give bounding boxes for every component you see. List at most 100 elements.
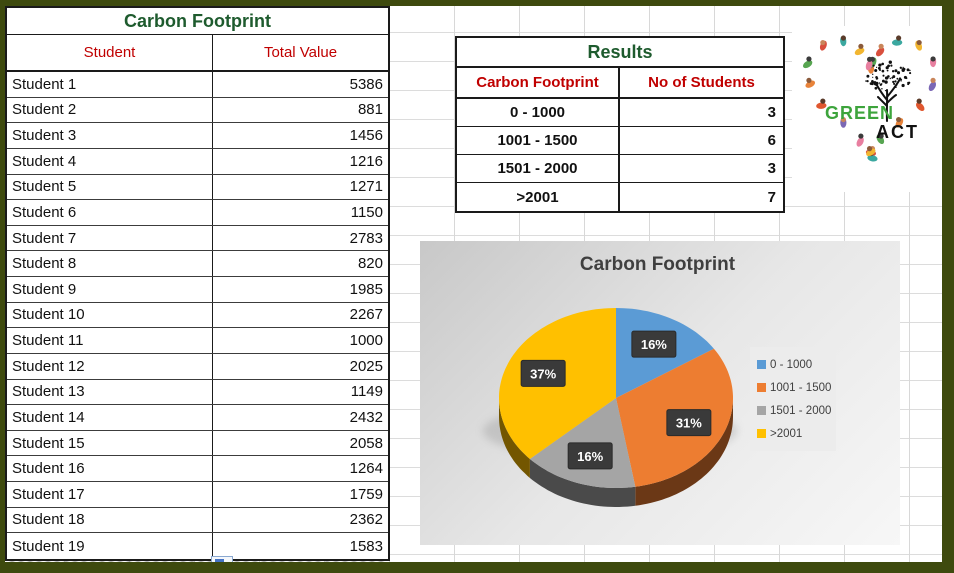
cell-label[interactable]: Student 17 [7,482,213,507]
table-row[interactable]: Student 1 5386 [7,72,388,98]
cell-label[interactable]: Student 11 [7,328,213,353]
cell-value[interactable]: 1000 [349,332,383,350]
cell-label[interactable]: Student 7 [7,225,213,251]
cell-label[interactable]: Student 2 [7,97,213,123]
cell-value[interactable]: 3 [767,160,776,177]
cell-label[interactable]: Student 10 [7,302,213,328]
legend-label: >2001 [770,427,803,440]
student-table-body: Student 1 5386 Student 2 881 Student 3 1456 St… [7,72,388,559]
cell-value[interactable]: 2058 [349,434,383,452]
pie-data-label: 31% [666,409,712,437]
table-row[interactable]: 1501 - 2000 3 [457,155,783,183]
table-row[interactable]: Student 13 1149 [7,379,388,406]
cell-label[interactable]: Student 9 [7,277,213,302]
table-row[interactable]: Student 6 1150 [7,200,388,226]
cell-label[interactable]: 0 - 1000 [457,99,620,126]
cell-label[interactable]: Student 18 [7,507,213,533]
cell-value[interactable]: 1271 [349,178,383,196]
table-row[interactable]: Student 3 1456 [7,123,388,149]
cell-label[interactable]: Student 15 [7,430,213,456]
cell-label[interactable]: Student 5 [7,174,213,200]
header-cell-student[interactable]: Student [7,35,213,70]
cell-value[interactable]: 1216 [349,152,383,170]
clipped-row-artifact [10,559,386,563]
cell-label[interactable]: Student 16 [7,456,213,481]
cell-value[interactable]: 6 [767,132,776,149]
cell-value[interactable]: 820 [357,255,383,273]
table-row[interactable]: >2001 7 [457,183,783,211]
table-row[interactable]: Student 18 2362 [7,507,388,534]
table-row[interactable]: Student 4 1216 [7,148,388,175]
cell-label[interactable]: Student 19 [7,533,213,559]
chart-legend[interactable]: 0 - 1000 1001 - 1500 1501 - 2000 >2001 [750,347,836,451]
legend-item[interactable]: 0 - 1000 [757,353,831,376]
page-border-bottom [0,562,954,573]
results-table-title: Results [457,38,783,68]
legend-item[interactable]: >2001 [757,422,831,445]
cell-label[interactable]: 1001 - 1500 [457,127,620,154]
cell-value[interactable]: 2025 [349,357,383,375]
cell-label[interactable]: Student 4 [7,148,213,174]
results-table-header: Carbon Footprint No of Students [457,68,783,99]
cell-value[interactable]: 2267 [349,306,383,324]
cell-label[interactable]: Student 1 [7,72,213,97]
logo-text-green: GREEN [825,103,894,123]
cell-value[interactable]: 2362 [349,511,383,529]
cell-label[interactable]: Student 13 [7,379,213,405]
carbon-footprint-chart[interactable]: Carbon Footprint 16% 31% 16% 37% 0 - 1000 10… [420,241,900,545]
legend-item[interactable]: 1501 - 2000 [757,399,831,422]
pie-data-label: 16% [631,330,677,358]
svg-text:31%: 31% [676,416,702,431]
cell-value[interactable]: 881 [357,101,383,119]
svg-text:16%: 16% [641,337,667,352]
student-table: Carbon Footprint Student Total Value Stu… [5,6,390,561]
cell-value[interactable]: 1150 [350,203,383,221]
cell-label[interactable]: Student 8 [7,251,213,276]
cell-value[interactable]: 3 [767,104,776,121]
table-row[interactable]: Student 17 1759 [7,482,388,508]
table-row[interactable]: Student 16 1264 [7,456,388,482]
table-row[interactable]: Student 19 1583 [7,533,388,559]
logo-text-act: ACT [876,122,919,142]
green-act-logo[interactable]: GREEN ACT [792,26,950,192]
legend-swatch-icon [757,406,766,415]
cell-value[interactable]: 1985 [349,280,383,298]
cell-value[interactable]: 1583 [349,537,383,555]
cell-label[interactable]: Student 6 [7,200,213,225]
cell-value[interactable]: 2783 [349,229,383,247]
header-cell-no-of-students[interactable]: No of Students [648,74,755,91]
table-row[interactable]: Student 5 1271 [7,174,388,201]
table-row[interactable]: 0 - 1000 3 [457,99,783,127]
header-cell-total-value[interactable]: Total Value [263,44,338,61]
cell-value[interactable]: 1456 [349,127,383,145]
cell-value[interactable]: 1264 [349,460,383,478]
table-row[interactable]: Student 10 2267 [7,302,388,329]
cell-value[interactable]: 1759 [349,485,383,503]
table-row[interactable]: Student 15 2058 [7,430,388,457]
table-row[interactable]: Student 12 2025 [7,353,388,380]
chart-title: Carbon Footprint [579,254,736,275]
cell-value[interactable]: 2432 [349,408,383,426]
table-row[interactable]: Student 11 1000 [7,328,388,354]
table-row[interactable]: Student 7 2783 [7,225,388,252]
cell-label[interactable]: >2001 [457,183,620,211]
cell-label[interactable]: Student 12 [7,353,213,379]
pie-chart[interactable]: 16% 31% 16% 37% [420,241,900,545]
table-row[interactable]: Student 9 1985 [7,277,388,303]
header-cell-carbon-footprint[interactable]: Carbon Footprint [457,68,620,97]
table-row[interactable]: Student 14 2432 [7,405,388,431]
legend-swatch-icon [757,383,766,392]
table-row[interactable]: Student 2 881 [7,97,388,124]
results-table-body: 0 - 1000 3 1001 - 1500 6 1501 - 2000 3 >2001 7 [457,99,783,211]
table-row[interactable]: Student 8 820 [7,251,388,277]
cell-label[interactable]: Student 3 [7,123,213,148]
table-row[interactable]: 1001 - 1500 6 [457,127,783,155]
cell-label[interactable]: Student 14 [7,405,213,430]
pie-data-label: 16% [567,442,613,470]
cell-value[interactable]: 7 [767,188,776,206]
cell-label[interactable]: 1501 - 2000 [457,155,620,182]
legend-item[interactable]: 1001 - 1500 [757,376,831,399]
cell-value[interactable]: 5386 [349,75,383,93]
cell-value[interactable]: 1149 [350,383,383,401]
